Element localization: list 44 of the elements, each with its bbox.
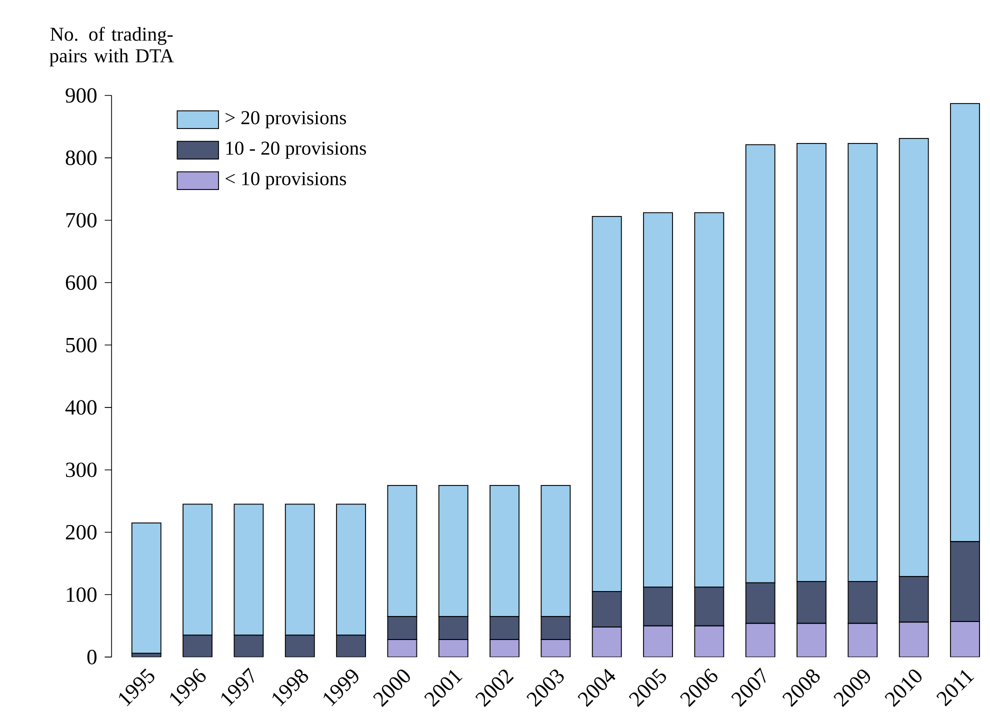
- bar: [644, 626, 673, 658]
- bar: [797, 623, 826, 658]
- bar: [745, 582, 776, 624]
- bar: [746, 623, 775, 658]
- bar: [848, 581, 878, 624]
- bar: [388, 640, 417, 658]
- bar: [950, 621, 980, 658]
- bar: [234, 635, 264, 658]
- legend-label: > 20 provisions: [226, 111, 346, 128]
- y-tick-label: 100: [66, 587, 97, 602]
- bar: [950, 541, 980, 622]
- bar: [796, 581, 826, 624]
- bar: [592, 591, 622, 628]
- bar: [387, 616, 418, 640]
- y-tick-label: 700: [66, 212, 97, 228]
- y-axis-title: No. of trading-pairs with DTA: [50, 26, 174, 66]
- y-tick-label: 400: [65, 400, 97, 415]
- x-tick-label: 2011: [936, 670, 974, 706]
- y-tick-label: 200: [66, 524, 97, 540]
- bar: [490, 640, 520, 658]
- y-tick-label: 600: [66, 275, 97, 290]
- bar: [183, 635, 212, 658]
- bar: [694, 586, 724, 626]
- y-tick-label: 300: [66, 462, 97, 478]
- x-tick-label: 1999: [324, 670, 358, 706]
- y-tick-label: 0: [87, 650, 97, 664]
- bar: [540, 616, 571, 640]
- y-tick-label: 800: [66, 150, 97, 166]
- bar: [899, 622, 928, 658]
- bar: [694, 626, 724, 658]
- y-tick-label: 500: [66, 338, 97, 352]
- bar: [490, 616, 520, 640]
- bar: [336, 635, 366, 658]
- bar: [541, 640, 570, 658]
- y-tick-label: 900: [66, 88, 97, 103]
- bar: [438, 640, 468, 658]
- bar: [898, 576, 929, 623]
- bar: [592, 627, 622, 658]
- legend-label: 10 - 20 provisions: [226, 142, 366, 159]
- bar: [438, 616, 468, 640]
- bar: [848, 623, 878, 658]
- legend-label: < 10 provisions: [226, 172, 346, 190]
- bar: [285, 635, 314, 658]
- bar: [643, 586, 673, 626]
